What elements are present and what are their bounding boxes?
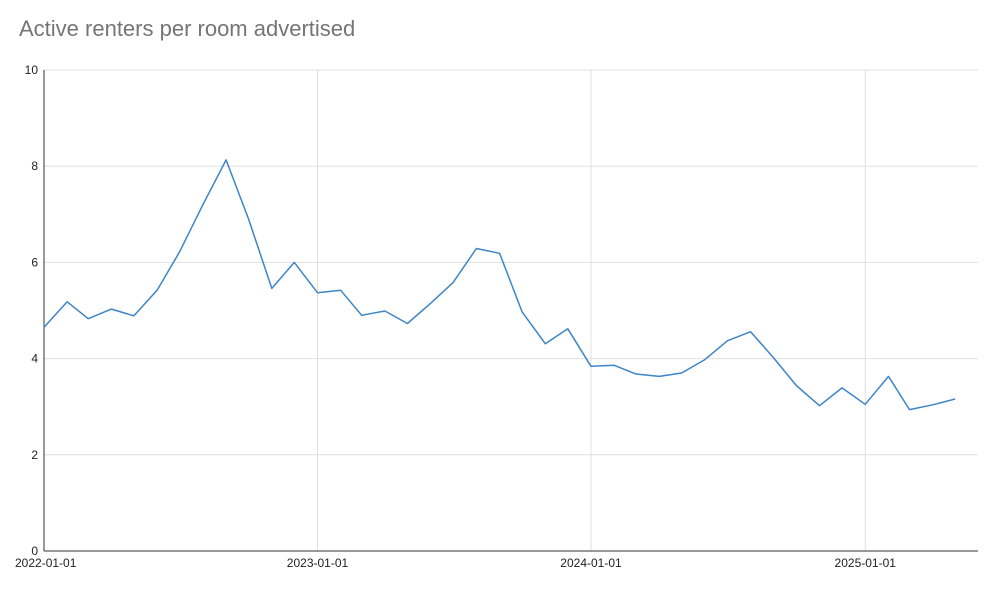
series-line: [43, 159, 956, 411]
data-point: [247, 218, 249, 220]
axes: [43, 70, 978, 552]
data-point: [773, 357, 775, 359]
data-point: [613, 364, 615, 366]
data-point: [704, 358, 706, 360]
data-point: [954, 398, 956, 400]
y-tick-label: 6: [31, 255, 38, 269]
data-point: [795, 384, 797, 386]
data-point: [225, 159, 227, 161]
data-point: [87, 317, 89, 319]
data-point: [818, 405, 820, 407]
x-tick-label: 2022-01-01: [15, 556, 77, 570]
data-point: [658, 375, 660, 377]
data-point: [293, 261, 295, 263]
data-point: [680, 372, 682, 374]
tick-labels: 0 2 4 6 8 10 2022-01-01 2023-01-01 2024-01-01 202…: [15, 63, 896, 570]
data-point: [635, 373, 637, 375]
chart-title: Active renters per room advertised: [19, 16, 356, 41]
data-point: [452, 281, 454, 283]
data-point: [475, 247, 477, 249]
data-point: [841, 387, 843, 389]
x-tick-label: 2024-01-01: [560, 556, 622, 570]
data-point: [340, 289, 342, 291]
data-point: [178, 251, 180, 253]
data-point: [271, 287, 273, 289]
data-point: [202, 203, 204, 205]
y-tick-label: 4: [31, 352, 38, 366]
data-point: [908, 408, 910, 410]
y-tick-label: 2: [31, 448, 38, 462]
data-point: [931, 404, 933, 406]
series-layer: [43, 159, 956, 411]
x-tick-label: 2025-01-01: [835, 556, 897, 570]
data-point: [498, 252, 500, 254]
y-tick-label: 0: [31, 544, 38, 558]
data-point: [887, 375, 889, 377]
data-point: [43, 326, 45, 328]
y-tick-label: 10: [25, 63, 39, 77]
data-point: [429, 302, 431, 304]
grid-lines: [44, 69, 978, 551]
y-tick-label: 8: [31, 159, 38, 173]
data-point: [66, 301, 68, 303]
data-point: [316, 292, 318, 294]
data-point: [544, 342, 546, 344]
data-point: [864, 403, 866, 405]
data-point: [590, 365, 592, 367]
data-point: [567, 328, 569, 330]
data-point: [133, 315, 135, 317]
data-point: [361, 314, 363, 316]
data-point: [726, 340, 728, 342]
data-point: [384, 310, 386, 312]
data-point: [521, 311, 523, 313]
data-point: [749, 330, 751, 332]
data-point: [406, 322, 408, 324]
data-point: [156, 289, 158, 291]
data-point: [110, 308, 112, 310]
x-tick-label: 2023-01-01: [287, 556, 349, 570]
